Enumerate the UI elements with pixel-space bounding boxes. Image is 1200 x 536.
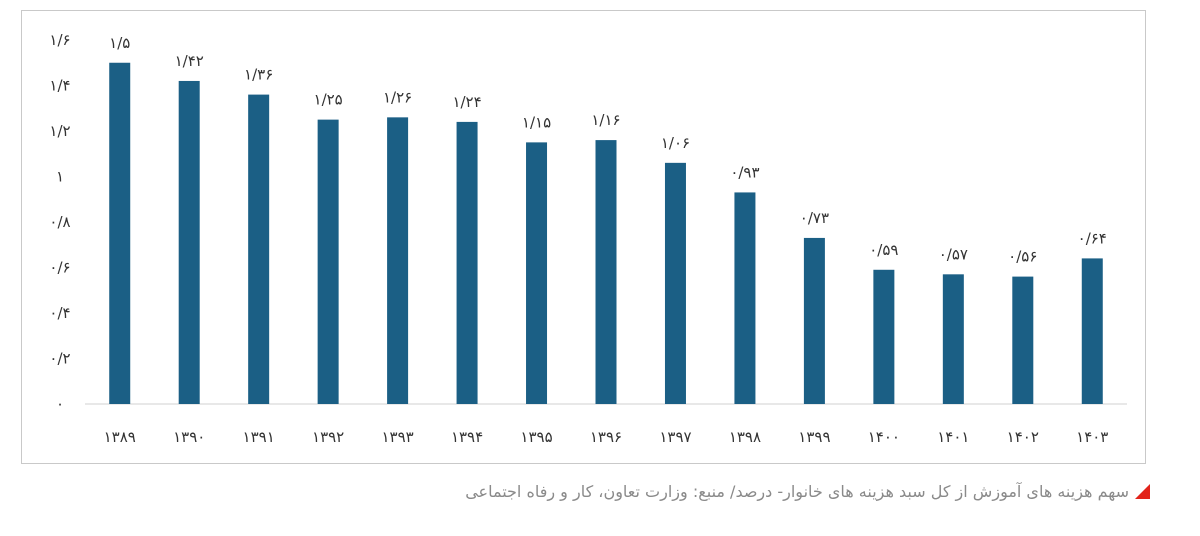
x-tick-label: ۱۳۹۲ <box>312 428 344 446</box>
x-tick-label: ۱۳۹۰ <box>173 428 205 446</box>
data-label: ۰/۵۹ <box>869 241 898 259</box>
data-label: ۱/۲۵ <box>314 91 343 109</box>
data-label: ۱/۴۲ <box>175 52 204 70</box>
x-tick-label: ۱۳۹۹ <box>798 428 830 446</box>
x-tick-label: ۱۳۹۶ <box>590 428 622 446</box>
data-label: ۱/۲۶ <box>383 88 412 106</box>
bar <box>942 274 964 404</box>
x-tick-label: ۱۳۹۴ <box>451 428 483 446</box>
x-tick-label: ۱۴۰۳ <box>1076 428 1108 446</box>
caption-text: سهم هزینه های آموزش از کل سبد هزینه های … <box>465 481 1129 501</box>
x-tick-label: ۱۴۰۰ <box>868 428 900 446</box>
bar <box>317 119 339 404</box>
caption-marker-icon <box>1135 483 1150 499</box>
y-tick-label: ۱/۶ <box>49 31 70 49</box>
bar <box>109 62 131 404</box>
x-tick-label: ۱۳۹۸ <box>729 428 761 446</box>
bar <box>734 192 756 404</box>
x-tick-label: ۱۴۰۲ <box>1007 428 1039 446</box>
data-label: ۱/۵ <box>109 34 130 52</box>
chart-caption: سهم هزینه های آموزش از کل سبد هزینه های … <box>290 476 1150 506</box>
y-tick-label: ۱ <box>56 168 64 186</box>
data-label: ۰/۹۳ <box>730 163 759 181</box>
bar <box>248 94 270 404</box>
bar <box>1012 276 1034 404</box>
data-label: ۱/۱۶ <box>591 111 620 129</box>
x-tick-label: ۱۳۹۷ <box>659 428 691 446</box>
y-tick-label: ۰/۶ <box>49 259 70 277</box>
x-tick-label: ۱۴۰۱ <box>937 428 969 446</box>
y-tick-label: ۰/۴ <box>49 304 70 322</box>
chart-frame: ۰ ۰/۲ ۰/۴ ۰/۶ ۰/۸ ۱ ۱/۲ ۱/۴ ۱/۶ ۱/۵ ۱۳۸۹ ۱/۴۲ ۱۳۹۰ ۱/… <box>21 10 1146 464</box>
data-label: ۱/۳۶ <box>244 66 273 84</box>
data-label: ۰/۷۳ <box>800 209 829 227</box>
y-tick-label: ۱/۲ <box>49 122 70 140</box>
bar <box>456 121 478 405</box>
bar <box>664 162 686 404</box>
data-label: ۰/۵۶ <box>1008 248 1037 266</box>
y-tick-label: ۱/۴ <box>49 77 70 95</box>
bar <box>1081 258 1103 404</box>
y-tick-label: ۰ <box>56 395 64 413</box>
bar <box>526 142 548 404</box>
data-label: ۱/۲۴ <box>452 93 481 111</box>
data-label: ۱/۰۶ <box>661 134 690 152</box>
data-label: ۱/۱۵ <box>522 113 551 131</box>
data-label: ۰/۶۴ <box>1078 229 1107 247</box>
data-label: ۰/۵۷ <box>939 245 968 263</box>
x-tick-label: ۱۳۹۱ <box>243 428 275 446</box>
x-tick-label: ۱۳۸۹ <box>104 428 136 446</box>
y-tick-label: ۰/۸ <box>49 213 70 231</box>
bar <box>803 237 825 404</box>
y-tick-label: ۰/۲ <box>49 350 70 368</box>
x-tick-label: ۱۳۹۵ <box>520 428 552 446</box>
bar <box>387 117 409 404</box>
bar-chart: ۰ ۰/۲ ۰/۴ ۰/۶ ۰/۸ ۱ ۱/۲ ۱/۴ ۱/۶ ۱/۵ ۱۳۸۹ ۱/۴۲ ۱۳۹۰ ۱/… <box>49 31 1127 446</box>
bar <box>178 80 200 404</box>
bar <box>873 269 895 404</box>
x-tick-label: ۱۳۹۳ <box>381 428 413 446</box>
bar <box>595 140 617 404</box>
